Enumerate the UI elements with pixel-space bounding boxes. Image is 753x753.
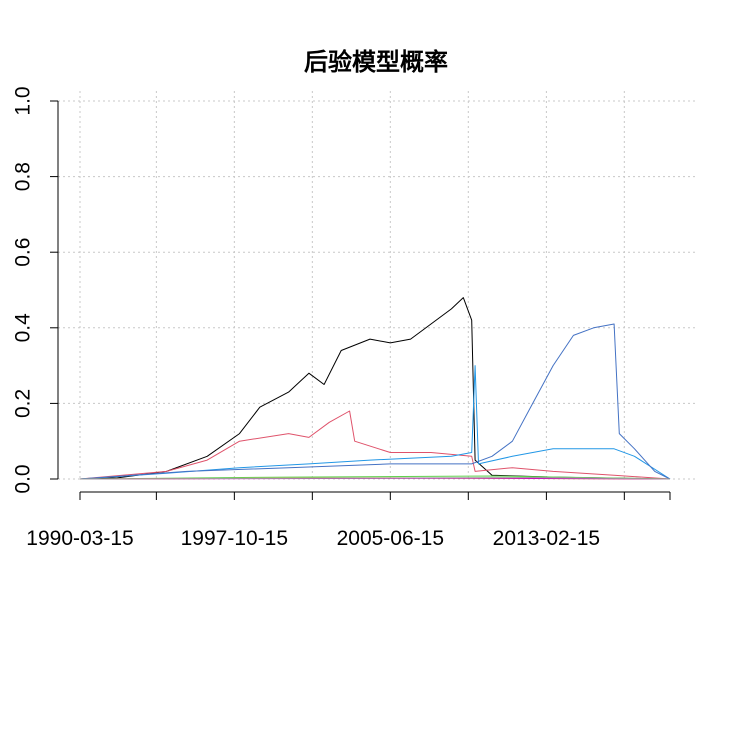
- x-tick-label: 2005-06-15: [337, 527, 444, 550]
- y-tick-label: 1.0: [12, 86, 35, 115]
- series-line-8: [79, 477, 671, 480]
- x-tick-label: 1990-03-15: [26, 527, 133, 550]
- y-tick-label: 0.6: [12, 238, 35, 267]
- series-line-5: [79, 475, 671, 480]
- series-line-2: [79, 410, 671, 480]
- y-tick-label: 0.8: [12, 162, 35, 191]
- x-tick-label: 1997-10-15: [181, 527, 288, 550]
- chart-title: 后验模型概率: [304, 48, 448, 76]
- y-tick-label: 0.2: [12, 389, 35, 418]
- series-line-4: [79, 323, 671, 480]
- x-axis: 1990-03-15 1997-10-15 2005-06-15 2013-02-15: [26, 491, 671, 550]
- series-line-1: [79, 297, 671, 480]
- series-line-3: [79, 365, 671, 480]
- x-tick-label: 2013-02-15: [493, 527, 600, 550]
- series-lines: [79, 297, 671, 480]
- grid: [58, 91, 696, 480]
- y-tick-label: 0.4: [12, 313, 35, 343]
- y-tick-label: 0.0: [12, 464, 35, 493]
- y-axis: 0.0 0.2 0.4 0.6 0.8 1.0: [12, 86, 59, 494]
